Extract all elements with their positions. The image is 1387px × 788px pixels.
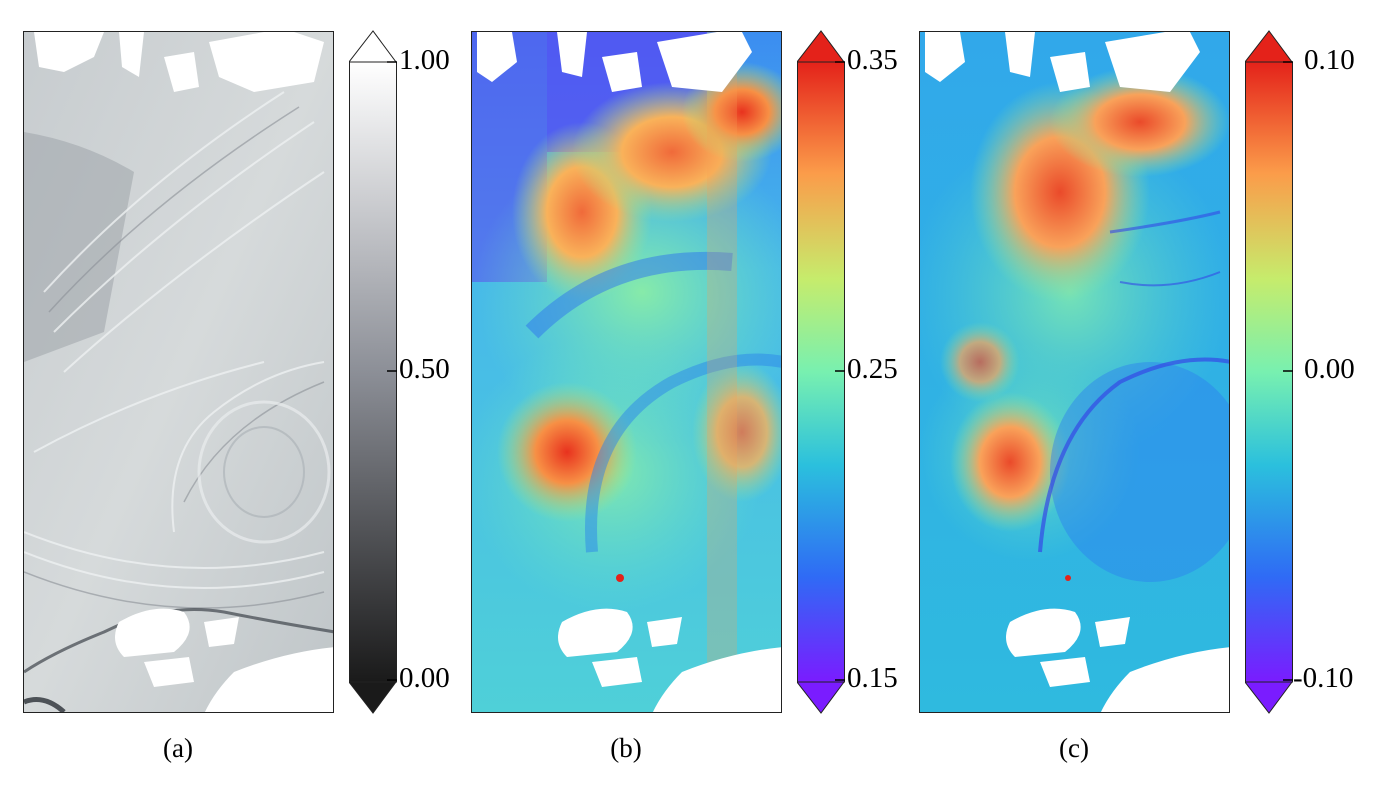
colorbar-a-gradient [347,30,397,714]
image-panel-a [23,31,334,713]
colorbar-b-tick-mid: 0.25 [847,353,898,385]
image-panel-c [919,31,1230,713]
rainbow-difference-image-c [920,32,1229,712]
panel-a-caption: (a) [163,733,193,763]
panel-c-caption: (c) [1059,733,1089,763]
sea-ice-grayscale-image [24,32,333,712]
colorbar-c [1243,30,1293,714]
rainbow-field-image-b [472,32,781,712]
colorbar-b-tick-min: 0.15 [847,662,898,694]
colorbar-a [347,30,397,714]
colorbar-c-tick-max: 0.10 [1304,44,1355,76]
panel-b-caption: (b) [610,733,642,763]
colorbar-b-gradient [795,30,845,714]
colorbar-a-tick-mid: 0.50 [399,353,450,385]
image-panel-b [471,31,782,713]
colorbar-a-tick-max: 1.00 [399,44,450,76]
colorbar-b-tick-max: 0.35 [847,44,898,76]
colorbar-b [795,30,845,714]
colorbar-c-gradient [1243,30,1293,714]
colorbar-c-tick-mid: 0.00 [1304,353,1355,385]
colorbar-a-tick-min: 0.00 [399,662,450,694]
colorbar-c-tick-min: -0.10 [1293,662,1354,694]
